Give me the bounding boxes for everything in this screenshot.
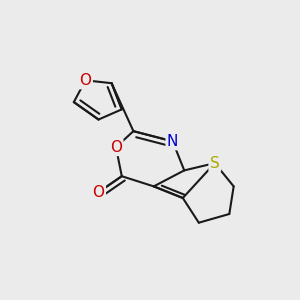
Text: O: O [92,185,104,200]
Text: O: O [110,140,122,154]
Text: N: N [167,134,178,149]
Text: S: S [210,156,220,171]
Text: O: O [80,73,92,88]
